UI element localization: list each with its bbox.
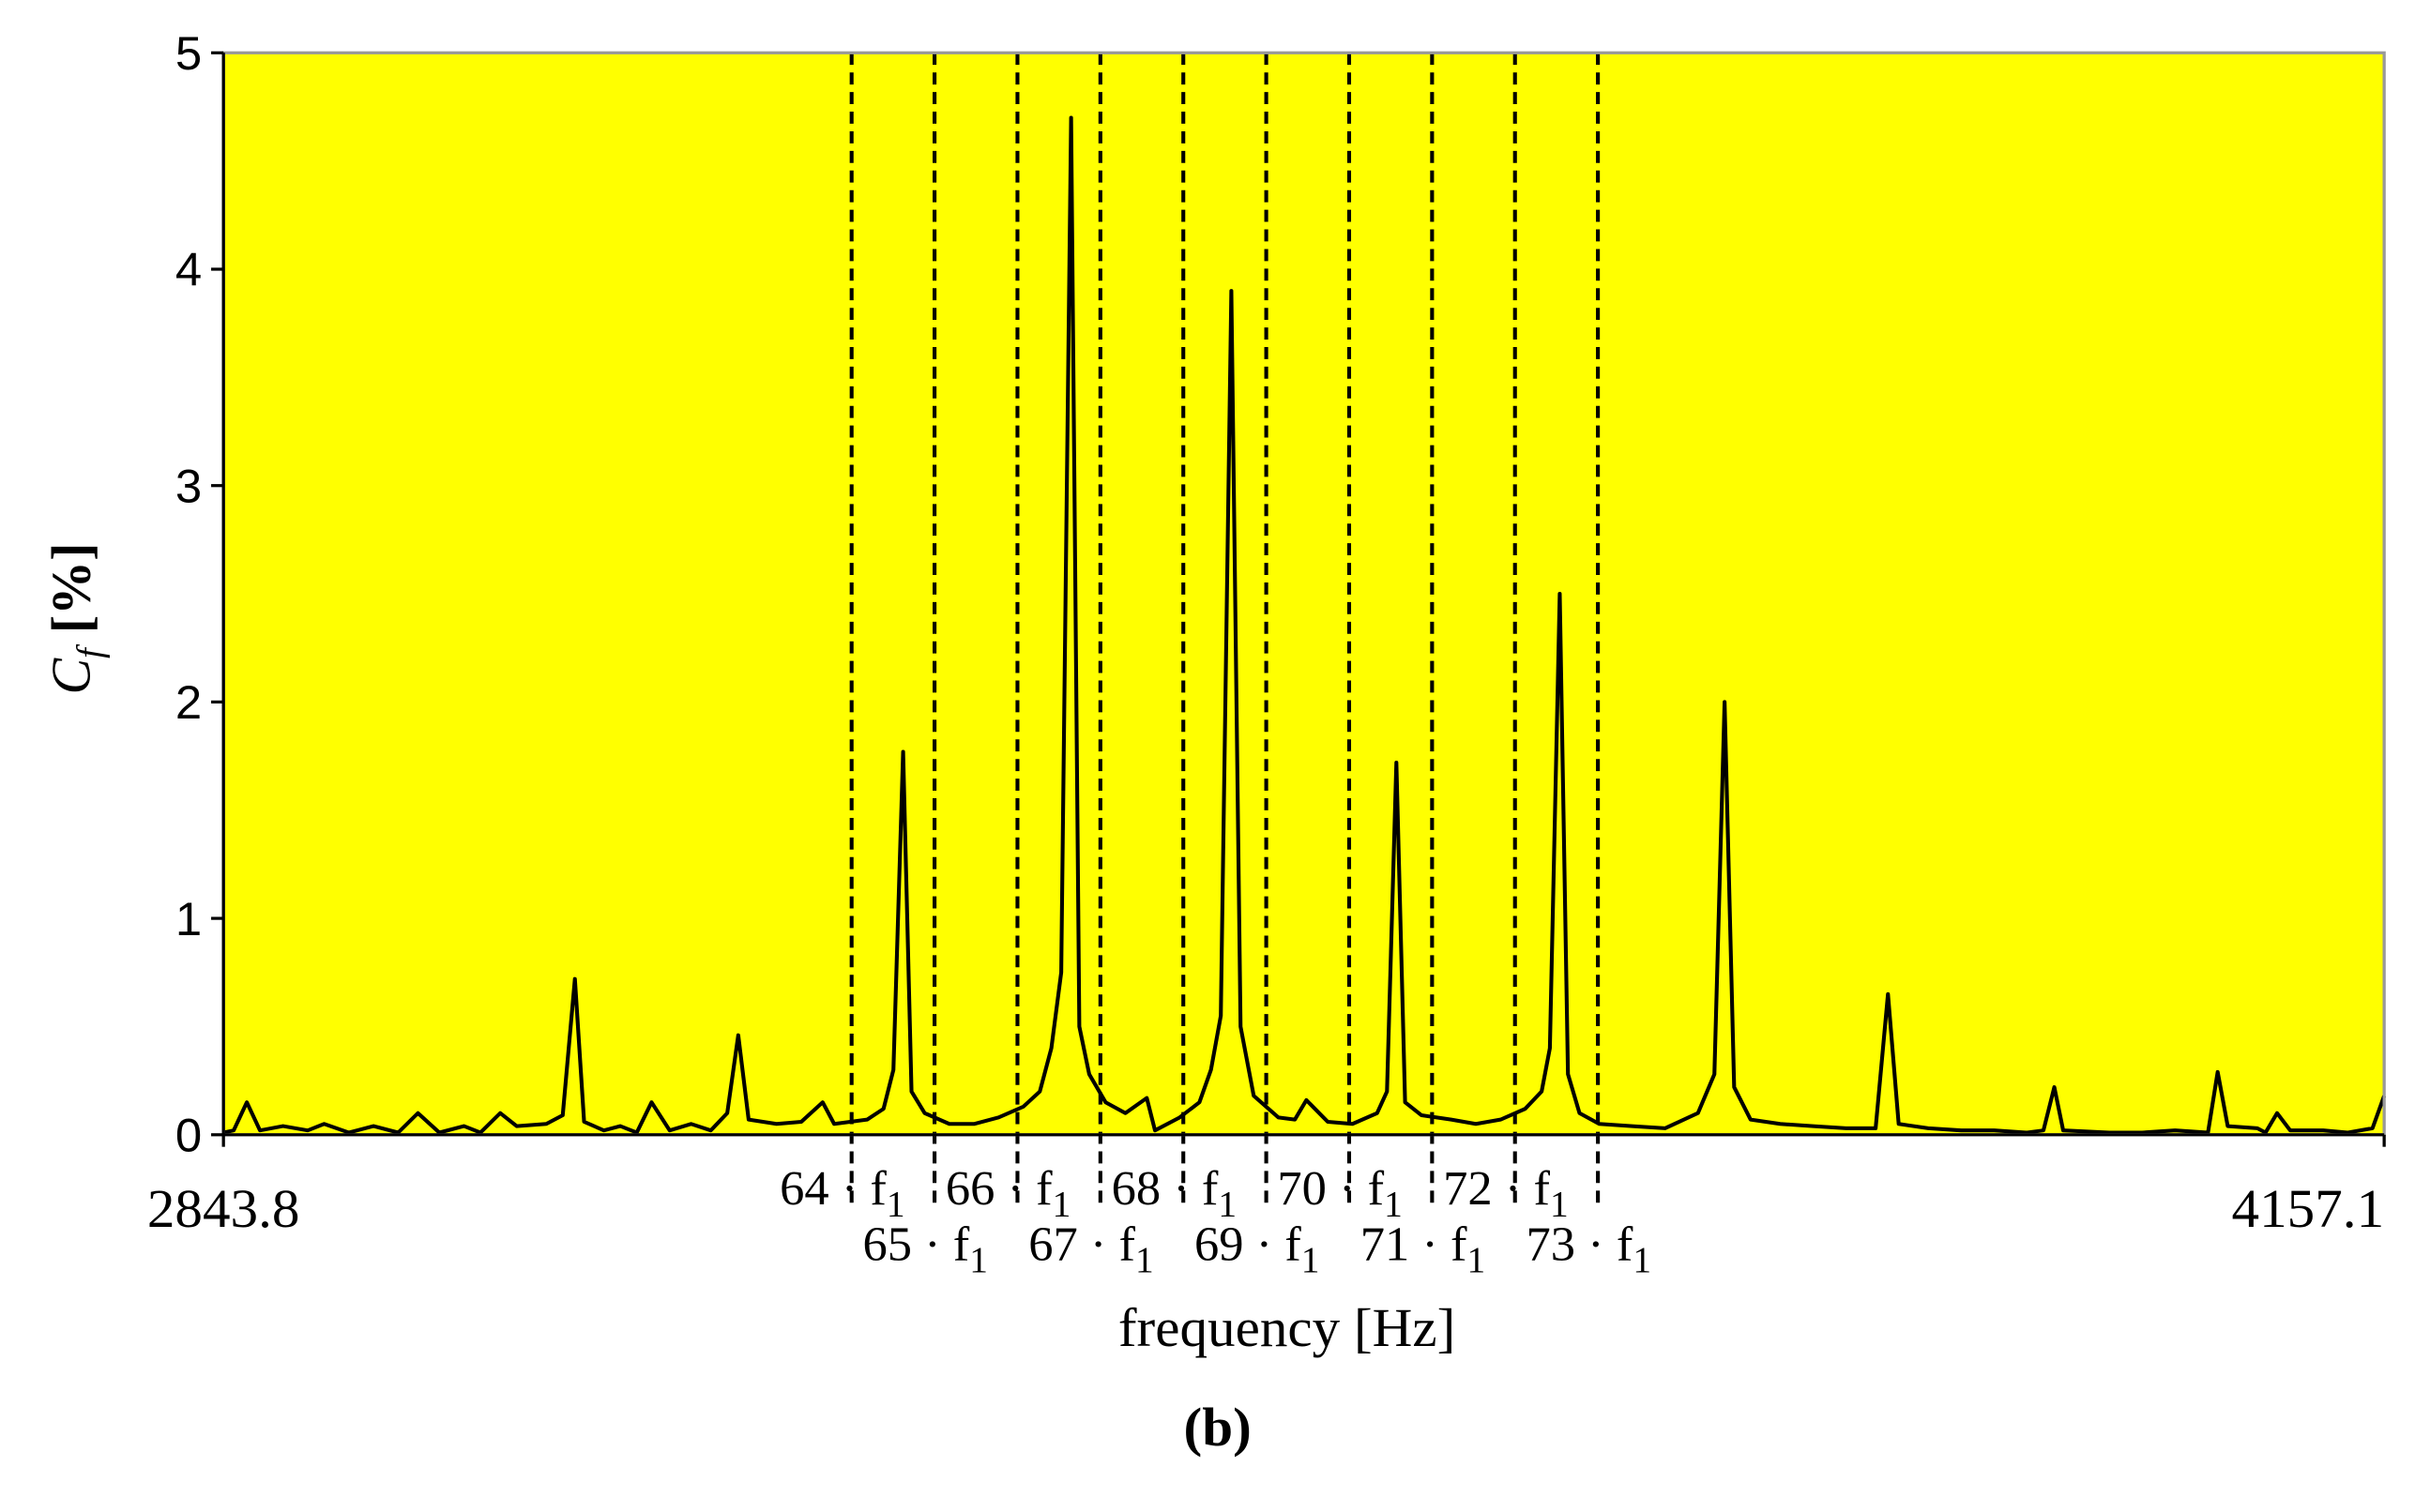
harmonic-label-sub: 1: [1301, 1241, 1320, 1281]
harmonic-label-main: 64 · f: [780, 1162, 888, 1215]
y-axis-label: Cf [%]: [40, 543, 111, 695]
harmonic-label-main: 72 · f: [1443, 1162, 1551, 1215]
harmonic-label-main: 70 · f: [1277, 1162, 1385, 1215]
harmonic-label-main: 65 · f: [862, 1218, 970, 1271]
harmonic-label: 66 · f1: [946, 1162, 1071, 1224]
harmonic-label-main: 68 · f: [1112, 1162, 1220, 1215]
harmonic-label-sub: 1: [1384, 1185, 1403, 1225]
harmonic-label: 70 · f1: [1277, 1162, 1403, 1224]
harmonic-label-sub: 1: [1053, 1185, 1071, 1225]
y-axis-label-sub: f: [69, 643, 110, 658]
harmonic-label-sub: 1: [969, 1241, 988, 1281]
y-axis-label-unit: [%]: [40, 543, 102, 633]
harmonic-label-sub: 1: [1218, 1185, 1237, 1225]
harmonic-label: 69 · f1: [1194, 1218, 1320, 1280]
harmonic-label: 68 · f1: [1112, 1162, 1238, 1224]
harmonic-label-sub: 1: [1467, 1241, 1486, 1281]
harmonic-label-main: 66 · f: [946, 1162, 1054, 1215]
harmonic-label: 73 · f1: [1526, 1218, 1651, 1280]
x-axis-label: frequency [Hz]: [1118, 1298, 1455, 1358]
harmonic-label: 64 · f1: [780, 1162, 905, 1224]
x-tick-label: 4157.1: [2232, 1178, 2385, 1238]
harmonic-label-sub: 1: [887, 1185, 905, 1225]
plot-background: [223, 53, 2385, 1135]
y-tick-label: 5: [175, 26, 202, 79]
y-tick-label: 2: [175, 676, 202, 729]
harmonic-label: 67 · f1: [1028, 1218, 1154, 1280]
y-tick-label: 1: [175, 892, 202, 945]
y-axis-label-main: C: [40, 658, 102, 695]
harmonic-label-main: 73 · f: [1526, 1218, 1633, 1271]
harmonic-label-sub: 1: [1633, 1241, 1651, 1281]
y-tick-label: 0: [175, 1109, 202, 1161]
harmonic-label-main: 67 · f: [1028, 1218, 1136, 1271]
harmonic-label: 65 · f1: [862, 1218, 988, 1280]
y-tick-label: 4: [175, 243, 202, 295]
x-tick-label: 2843.8: [147, 1178, 300, 1238]
y-tick-label: 3: [175, 460, 202, 512]
spectrum-line: [222, 115, 2387, 1135]
harmonic-label-sub: 1: [1135, 1241, 1154, 1281]
harmonic-label: 72 · f1: [1443, 1162, 1569, 1224]
harmonic-label: 71 · f1: [1360, 1218, 1486, 1280]
harmonic-label-sub: 1: [1550, 1185, 1569, 1225]
chart-title: (b): [1184, 1398, 1252, 1458]
harmonic-label-main: 71 · f: [1360, 1218, 1468, 1271]
harmonic-label-main: 69 · f: [1194, 1218, 1302, 1271]
